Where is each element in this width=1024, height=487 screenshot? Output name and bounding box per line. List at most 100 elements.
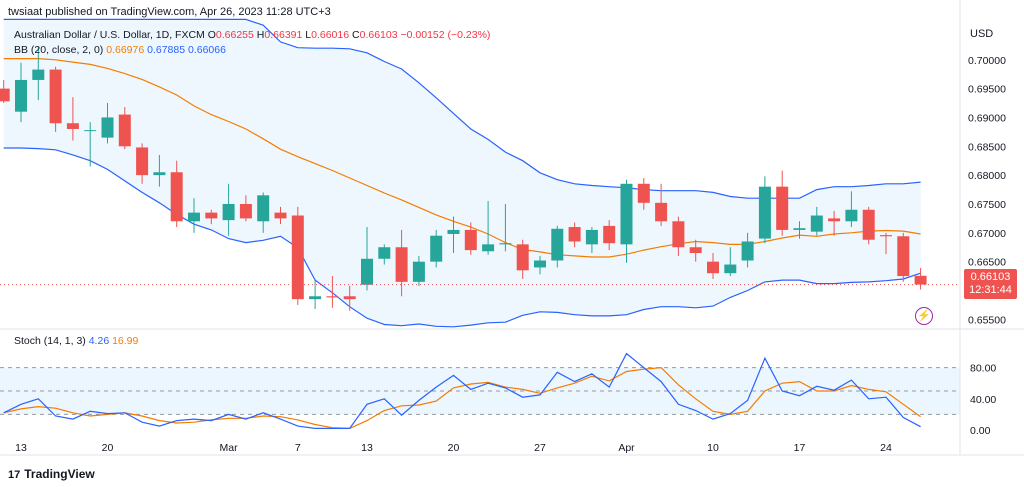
candle-feb-28 bbox=[205, 209, 218, 225]
close-value: 0.66103 bbox=[359, 29, 398, 41]
candle-body bbox=[66, 123, 79, 129]
candle-body bbox=[655, 202, 668, 222]
axes: 0.70000 0.69500 0.69000 0.68500 0.68000 0.675… bbox=[0, 0, 1024, 456]
candle-body bbox=[637, 183, 650, 203]
bb-basis-value: 0.66976 bbox=[106, 44, 145, 56]
candle-mar-8 bbox=[309, 278, 322, 309]
candle-body bbox=[32, 69, 45, 80]
candle-apr-4 bbox=[637, 178, 650, 210]
candle-body bbox=[880, 235, 892, 237]
candle-apr-6 bbox=[672, 216, 685, 256]
candle-feb-10 bbox=[0, 79, 10, 104]
candle-feb-27 bbox=[188, 198, 200, 233]
candle-body bbox=[897, 236, 910, 277]
candle-body bbox=[395, 247, 408, 282]
candle-apr-18 bbox=[810, 206, 823, 236]
candle-apr-5 bbox=[655, 183, 668, 226]
bar-countdown: 12:31:44 bbox=[969, 284, 1012, 296]
candle-body bbox=[845, 209, 858, 222]
currency-label: USD bbox=[970, 28, 994, 40]
bb-legend: BB (20, close, 2, 0) 0.66976 0.67885 0.6… bbox=[14, 44, 226, 56]
candle-apr-26 bbox=[914, 267, 927, 290]
tradingview-logo[interactable]: 17 TradingView bbox=[8, 467, 95, 481]
candle-apr-20 bbox=[845, 191, 858, 228]
candle-feb-14 bbox=[32, 46, 45, 101]
candle-apr-7 bbox=[689, 239, 702, 262]
stoch-legend: Stoch (14, 1, 3) 4.26 16.99 bbox=[14, 335, 138, 347]
current-price-tag: 0.66103 12:31:44 bbox=[964, 269, 1017, 299]
open-value: 0.66255 bbox=[215, 29, 254, 41]
candle-feb-23 bbox=[153, 154, 166, 187]
candle-body bbox=[101, 117, 114, 138]
candle-body bbox=[222, 203, 235, 221]
candle-body bbox=[274, 212, 287, 219]
candle-body bbox=[568, 227, 581, 242]
price-pane[interactable] bbox=[0, 18, 960, 328]
candle-apr-19 bbox=[828, 210, 841, 236]
candle-mar-28 bbox=[551, 225, 564, 268]
candle-body bbox=[378, 247, 391, 259]
stoch-label: Stoch (14, 1, 3) bbox=[14, 335, 86, 347]
candle-mar-24 bbox=[516, 239, 529, 279]
candle-body bbox=[343, 296, 356, 300]
candle-apr-3 bbox=[620, 179, 633, 263]
candle-feb-20 bbox=[101, 103, 114, 144]
price-tick-label: 0.67500 bbox=[968, 199, 1006, 211]
candle-body bbox=[862, 209, 875, 240]
publish-info: twsiaat published on TradingView.com, Ap… bbox=[8, 6, 331, 18]
candle-body bbox=[188, 212, 200, 222]
stoch-tick-label: 0.00 bbox=[970, 425, 991, 437]
candle-body bbox=[724, 264, 737, 274]
time-tick-label: 7 bbox=[295, 442, 301, 454]
candle-mar-21 bbox=[464, 222, 477, 255]
candle-body bbox=[534, 260, 546, 268]
candle-body bbox=[239, 203, 252, 219]
stoch-d-value: 16.99 bbox=[112, 335, 139, 347]
candle-feb-15 bbox=[49, 66, 62, 132]
time-tick-label: 27 bbox=[534, 442, 546, 454]
candle-body bbox=[412, 261, 425, 282]
candle-body bbox=[516, 244, 529, 271]
candle-body bbox=[205, 212, 218, 219]
price-tick-label: 0.68000 bbox=[968, 170, 1006, 182]
change-value: −0.00152 (−0.23%) bbox=[400, 29, 491, 41]
stoch-tick-label: 80.00 bbox=[970, 363, 996, 375]
candle-apr-17 bbox=[793, 221, 806, 239]
candle-body bbox=[15, 79, 27, 112]
time-tick-label: 20 bbox=[448, 442, 460, 454]
stoch-tick-label: 40.00 bbox=[970, 394, 996, 406]
stoch-d-line bbox=[3, 366, 921, 430]
symbol-legend: Australian Dollar / U.S. Dollar, 1D, FXC… bbox=[14, 29, 490, 41]
candle-apr-13 bbox=[758, 176, 771, 244]
candle-body bbox=[776, 186, 789, 230]
time-tick-label: Mar bbox=[220, 442, 239, 454]
candle-feb-17 bbox=[84, 122, 97, 167]
symbol-name: Australian Dollar / U.S. Dollar, 1D, FXC… bbox=[14, 29, 205, 41]
candle-apr-11 bbox=[724, 247, 737, 277]
time-tick-label: 20 bbox=[102, 442, 114, 454]
high-value: 0.66391 bbox=[264, 29, 303, 41]
time-tick-label: 24 bbox=[880, 442, 892, 454]
lightning-icon[interactable]: ⚡ bbox=[915, 307, 933, 325]
candle-body bbox=[551, 228, 564, 261]
stochastic-pane[interactable] bbox=[0, 352, 960, 430]
price-tick-label: 0.66500 bbox=[968, 257, 1006, 269]
candle-apr-12 bbox=[741, 232, 754, 268]
candle-body bbox=[620, 183, 633, 245]
low-label: L bbox=[305, 29, 312, 41]
candle-mar-29 bbox=[568, 222, 581, 248]
candle-mar-31 bbox=[603, 220, 616, 251]
close-label: C bbox=[352, 29, 360, 41]
candle-body bbox=[153, 172, 166, 176]
candle-apr-10 bbox=[707, 253, 719, 279]
candle-mar-20 bbox=[447, 216, 460, 254]
tradingview-logo-mark: 17 bbox=[8, 469, 21, 481]
candle-mar-14 bbox=[378, 244, 391, 265]
candle-body bbox=[914, 275, 927, 285]
time-tick-label: 17 bbox=[794, 442, 806, 454]
bb-basis-line bbox=[3, 57, 921, 258]
bb-upper-value: 0.67885 bbox=[147, 44, 186, 56]
candle-mar-1 bbox=[222, 183, 235, 236]
candle-body bbox=[136, 147, 149, 176]
